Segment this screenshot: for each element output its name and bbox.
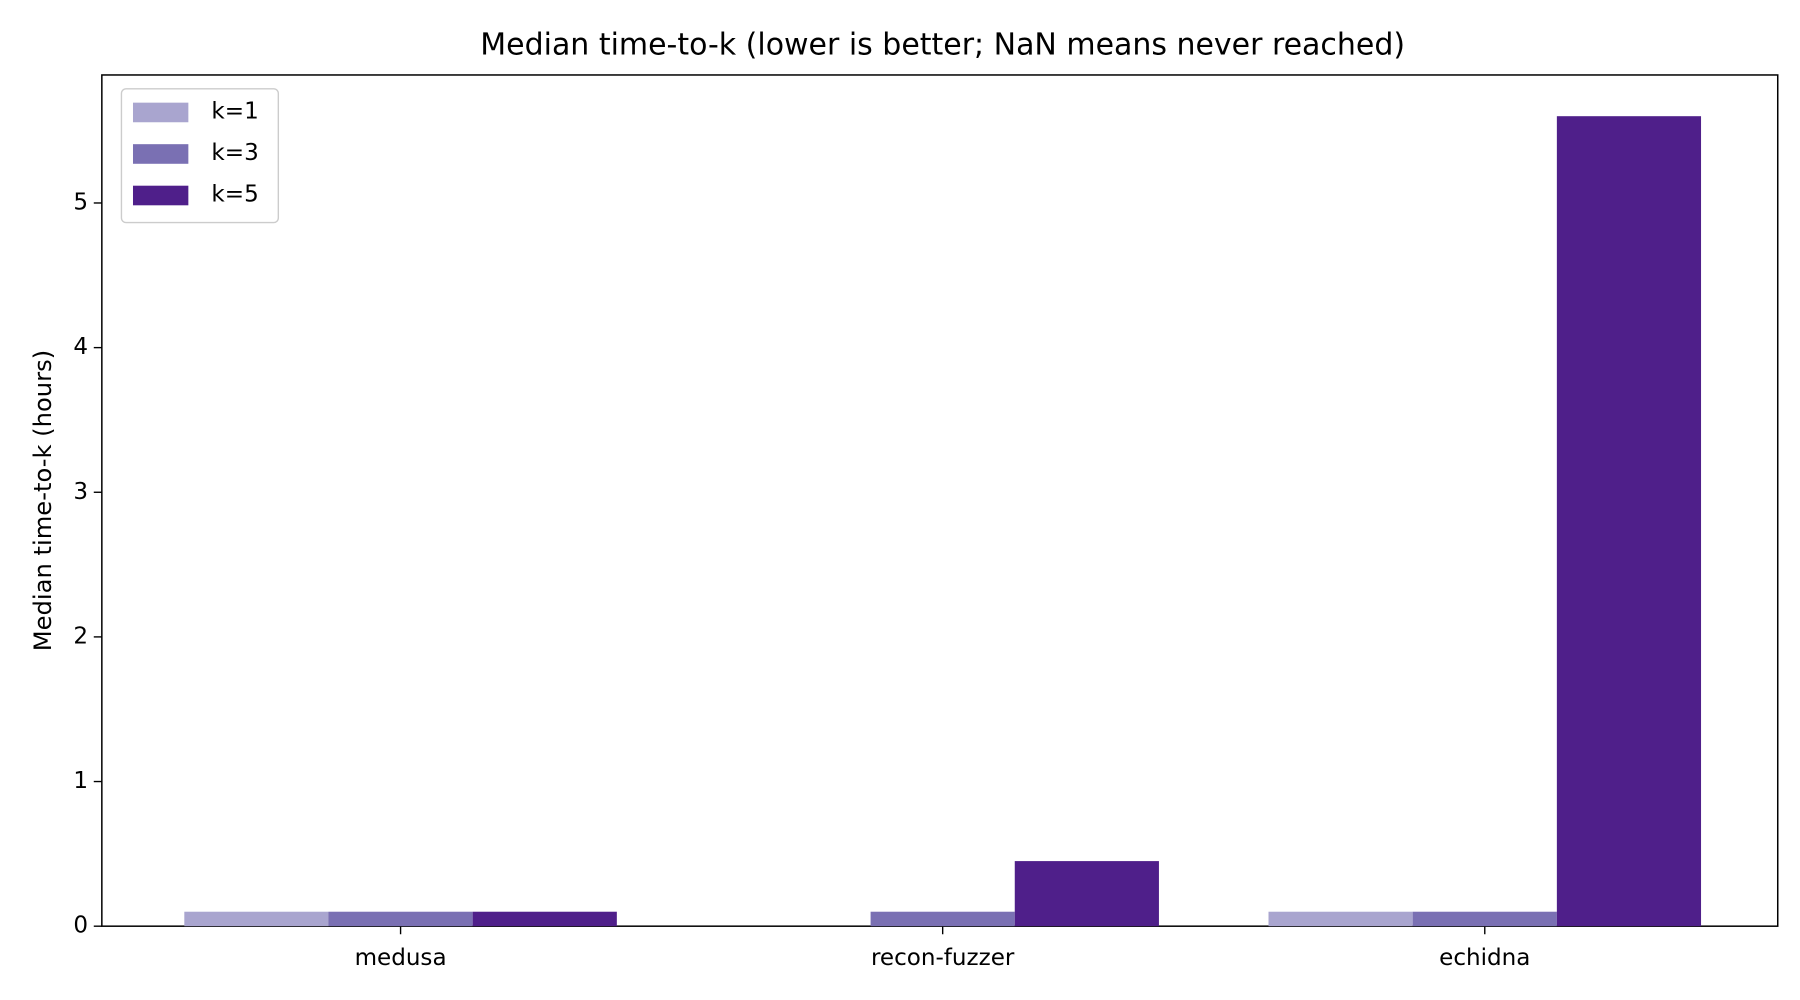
x-tick-label: echidna	[1439, 945, 1530, 971]
chart-title: Median time-to-k (lower is better; NaN m…	[480, 28, 1405, 63]
legend-label: k=5	[211, 181, 258, 207]
bar	[472, 911, 617, 927]
bar	[184, 911, 329, 927]
bar	[870, 911, 1015, 927]
y-tick-label: 3	[73, 479, 88, 505]
bar	[1268, 911, 1413, 927]
bar	[1412, 911, 1557, 927]
y-tick-label: 5	[73, 189, 88, 215]
y-tick-label: 0	[73, 913, 88, 939]
legend-label: k=1	[211, 98, 258, 124]
y-tick-label: 4	[73, 334, 88, 360]
legend-swatch	[132, 144, 189, 164]
y-axis-label: Median time-to-k (hours)	[29, 350, 57, 651]
bar	[1556, 116, 1702, 927]
legend-swatch	[132, 185, 189, 206]
bar	[328, 911, 473, 927]
x-tick-label: recon-fuzzer	[871, 945, 1015, 971]
bar	[1014, 861, 1159, 927]
legend-swatch	[132, 102, 189, 123]
legend-label: k=3	[211, 140, 258, 166]
plot-frame	[101, 74, 1779, 927]
x-tick-label: medusa	[355, 945, 447, 971]
y-tick-label: 1	[73, 768, 88, 794]
y-tick-label: 2	[73, 623, 88, 649]
